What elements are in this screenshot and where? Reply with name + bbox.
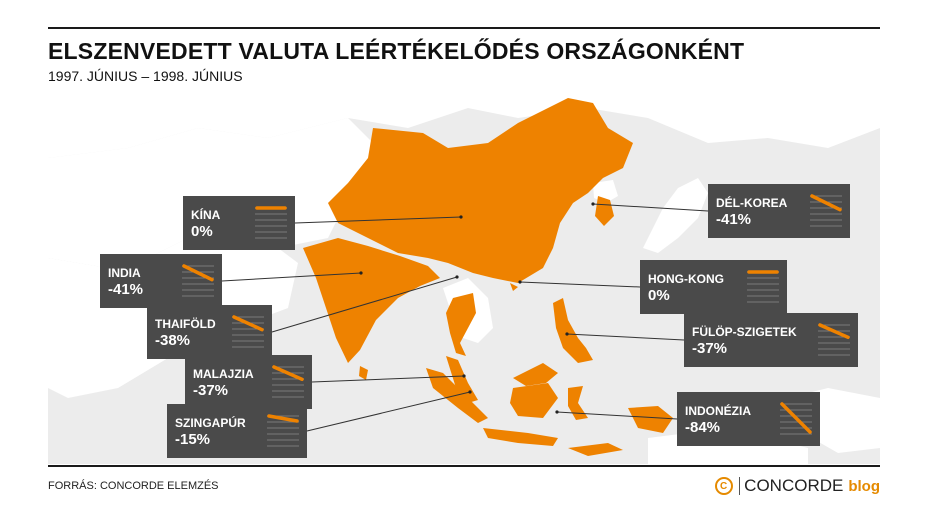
trend-bar <box>272 365 304 382</box>
country-label: KÍNA <box>191 208 221 222</box>
callout-k-na: KÍNA 0% <box>183 196 295 250</box>
mini-trend-icon <box>780 402 812 435</box>
region-borneo-malaysia <box>513 363 558 386</box>
region-kalimantan <box>510 383 558 418</box>
trend-bar <box>267 414 299 423</box>
region-sulawesi <box>568 386 588 420</box>
mini-trend-icon <box>232 315 264 348</box>
trend-bar <box>810 194 842 212</box>
source-note: FORRÁS: CONCORDE ELEMZÉS <box>48 480 219 492</box>
region-eastern-islands <box>568 443 623 456</box>
region-philippines <box>553 298 593 363</box>
land-russia <box>48 88 880 158</box>
callout-f-l-p-szigetek: FÜLÖP-SZIGETEK -37% <box>684 313 858 367</box>
trend-bar <box>780 402 812 434</box>
callout-d-l-korea: DÉL-KOREA -41% <box>708 184 850 238</box>
value-label: -38% <box>155 332 191 349</box>
chart-subtitle: 1997. JÚNIUS – 1998. JÚNIUS <box>48 68 243 84</box>
value-label: -15% <box>175 431 211 448</box>
callout-indon-zia: INDONÉZIA -84% <box>677 392 820 446</box>
land-japan <box>643 178 708 253</box>
concorde-c-icon: C <box>714 477 733 495</box>
mini-trend-icon <box>182 264 214 297</box>
land-central-asia <box>48 118 378 268</box>
country-label: INDIA <box>108 266 141 280</box>
value-label: -37% <box>692 340 728 357</box>
mini-trend-icon <box>818 323 850 356</box>
region-korea <box>595 196 614 226</box>
region-india <box>303 238 440 363</box>
region-java <box>483 428 558 446</box>
region-papua <box>628 406 673 433</box>
trend-bar <box>182 264 214 282</box>
value-label: 0% <box>648 287 670 304</box>
region-srilanka <box>359 366 368 380</box>
callout-thaif-ld: THAIFÖLD -38% <box>147 305 272 359</box>
callout-szingap-r: SZINGAPÚR -15% <box>167 404 307 458</box>
value-label: -41% <box>716 211 752 228</box>
callout-hong-kong: HONG-KONG 0% <box>640 260 787 314</box>
country-label: THAIFÖLD <box>155 317 216 331</box>
mini-trend-icon <box>747 270 779 303</box>
brand-separator <box>738 477 741 495</box>
mini-trend-icon <box>272 365 304 398</box>
brand-logo: C CONCORDE blog <box>714 476 880 496</box>
mini-trend-icon <box>810 194 842 227</box>
region-china <box>328 98 633 283</box>
value-label: -41% <box>108 281 144 298</box>
callout-india: INDIA -41% <box>100 254 222 308</box>
trend-bar <box>232 315 264 332</box>
value-label: 0% <box>191 223 213 240</box>
mini-trend-icon <box>267 414 299 447</box>
country-label: DÉL-KOREA <box>716 196 788 210</box>
bottom-rule <box>48 465 880 467</box>
region-hongkong <box>510 283 518 291</box>
value-label: -37% <box>193 382 229 399</box>
country-label: FÜLÖP-SZIGETEK <box>692 325 797 339</box>
country-label: HONG-KONG <box>648 272 724 286</box>
country-label: SZINGAPÚR <box>175 416 246 430</box>
callout-malajzia: MALAJZIA -37% <box>185 355 312 409</box>
brand-name: CONCORDE <box>744 476 844 495</box>
value-label: -84% <box>685 419 721 436</box>
trend-bar <box>818 323 850 340</box>
top-rule <box>48 27 880 29</box>
chart-title: ELSZENVEDETT VALUTA LEÉRTÉKELŐDÉS ORSZÁG… <box>48 38 745 64</box>
country-label: INDONÉZIA <box>685 404 751 418</box>
country-label: MALAJZIA <box>193 367 254 381</box>
highlighted-countries <box>303 98 673 456</box>
brand-suffix: blog <box>848 477 880 495</box>
mini-trend-icon <box>255 206 287 239</box>
